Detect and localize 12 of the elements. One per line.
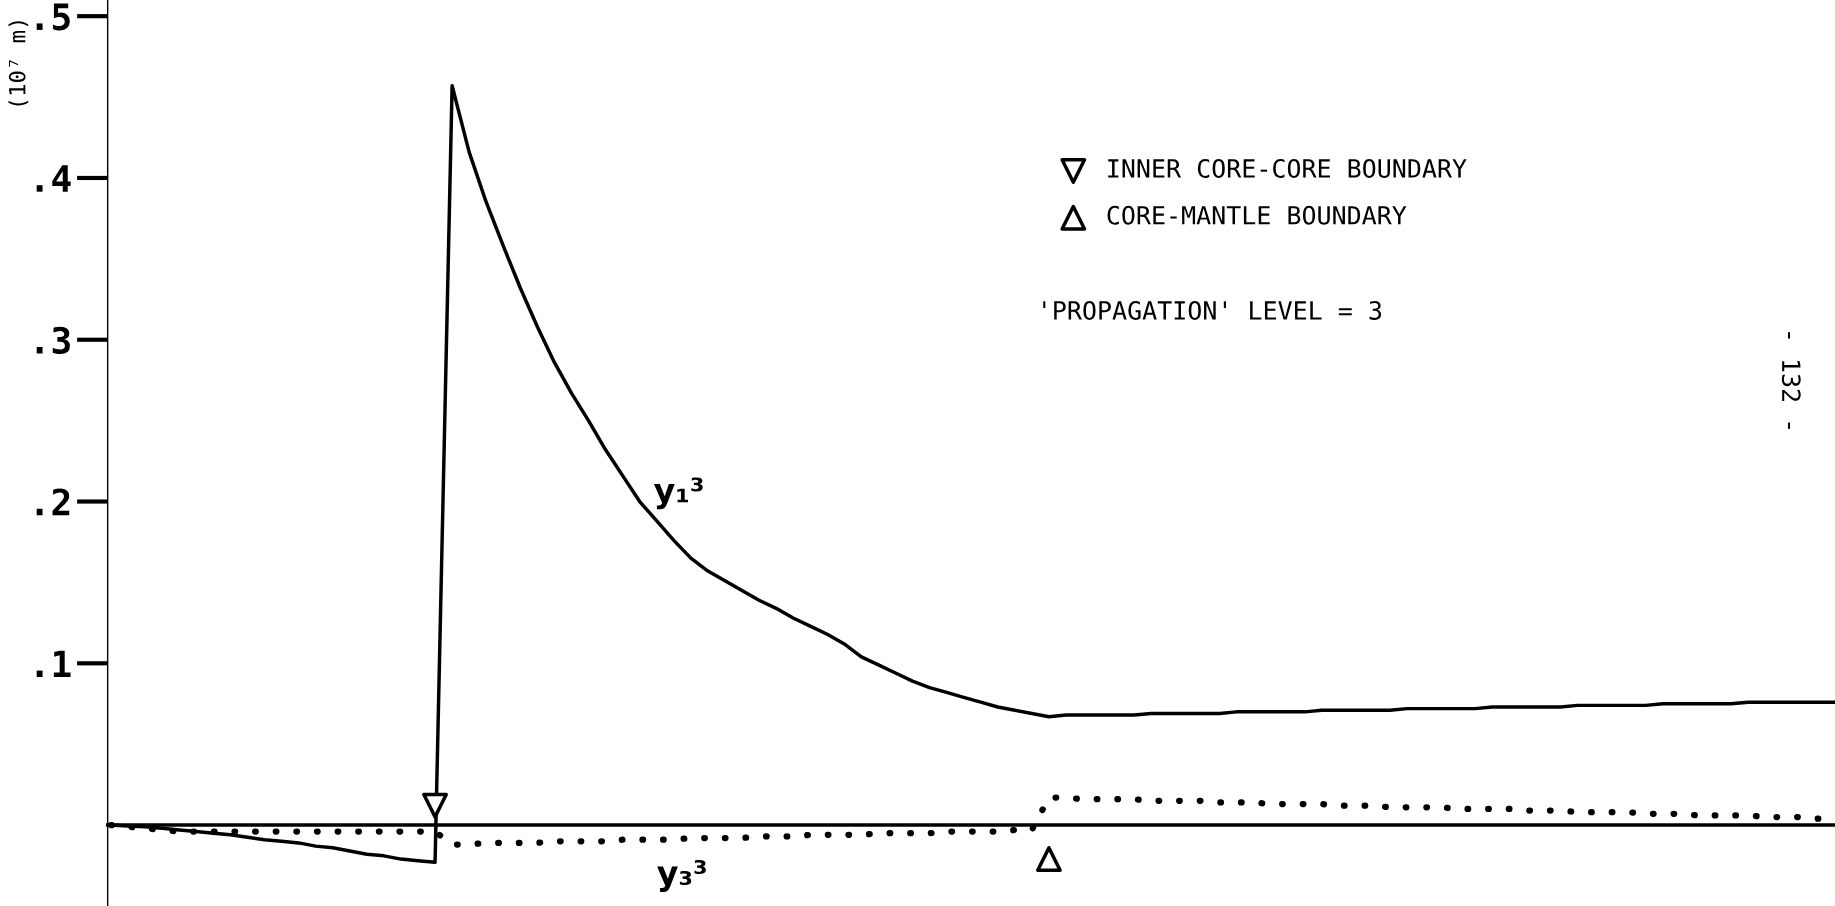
legend-label: INNER CORE-CORE BOUNDARY (1108, 158, 1467, 178)
y-tick-label: .5 (36, 3, 70, 31)
series-label: y₁³ (653, 477, 703, 510)
annotation: 'PROPAGATION' LEVEL = 3 (1043, 300, 1382, 320)
annotation: - 132 - (1781, 332, 1801, 429)
y-tick-label: .2 (36, 488, 70, 516)
series-label: y₃³ (657, 859, 706, 892)
legend-label: CORE-MANTLE BOUNDARY (1107, 205, 1407, 225)
y-axis-title: (10⁷ m) (8, 21, 29, 106)
y-tick-label: .3 (36, 326, 70, 354)
y-tick-label: .1 (36, 650, 71, 678)
y-tick-label: .4 (36, 165, 71, 192)
